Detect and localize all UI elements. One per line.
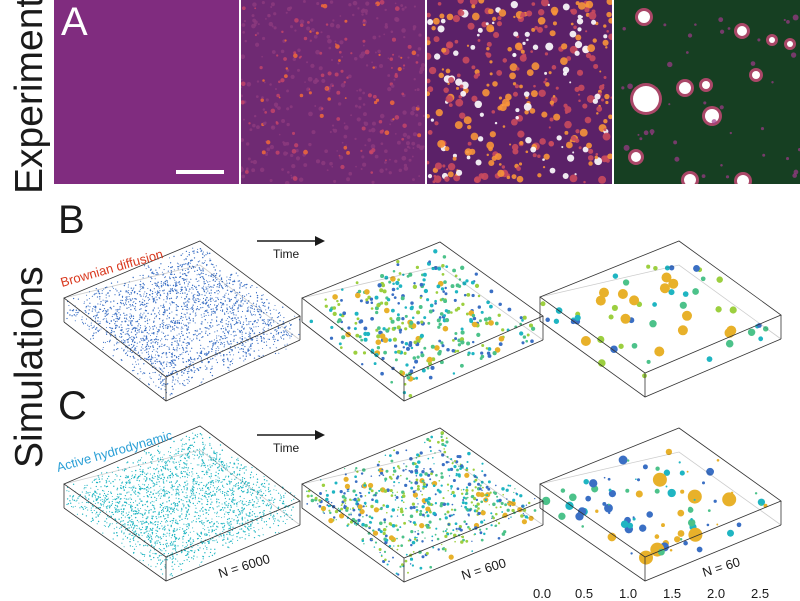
colorbar-tick-1: 0.5 <box>575 586 593 601</box>
sim-box-2 <box>541 265 769 379</box>
sim-box-4 <box>306 431 536 576</box>
colorbar-tick-2: 1.0 <box>619 586 637 601</box>
time-label-c: Time <box>273 441 300 455</box>
time-arrow-c <box>257 430 325 440</box>
n-label-60: N = 60 <box>700 554 741 580</box>
n-label-6000: N = 6000 <box>216 551 271 581</box>
colorbar-tick-5: 2.5 <box>751 586 769 601</box>
active-hydrodynamic-label: Active hydrodynamic <box>55 427 175 475</box>
time-label-b: Time <box>273 247 300 261</box>
colorbar-tick-0: 0.0 <box>533 586 551 601</box>
sim-box-frame-5 <box>540 428 781 581</box>
time-arrow-b <box>257 236 325 246</box>
colorbar-tick-4: 2.0 <box>707 586 725 601</box>
sim-box-5 <box>542 449 768 565</box>
sim-box-1 <box>310 249 536 397</box>
n-label-600: N = 600 <box>459 555 507 583</box>
colorbar-tick-3: 1.5 <box>663 586 681 601</box>
